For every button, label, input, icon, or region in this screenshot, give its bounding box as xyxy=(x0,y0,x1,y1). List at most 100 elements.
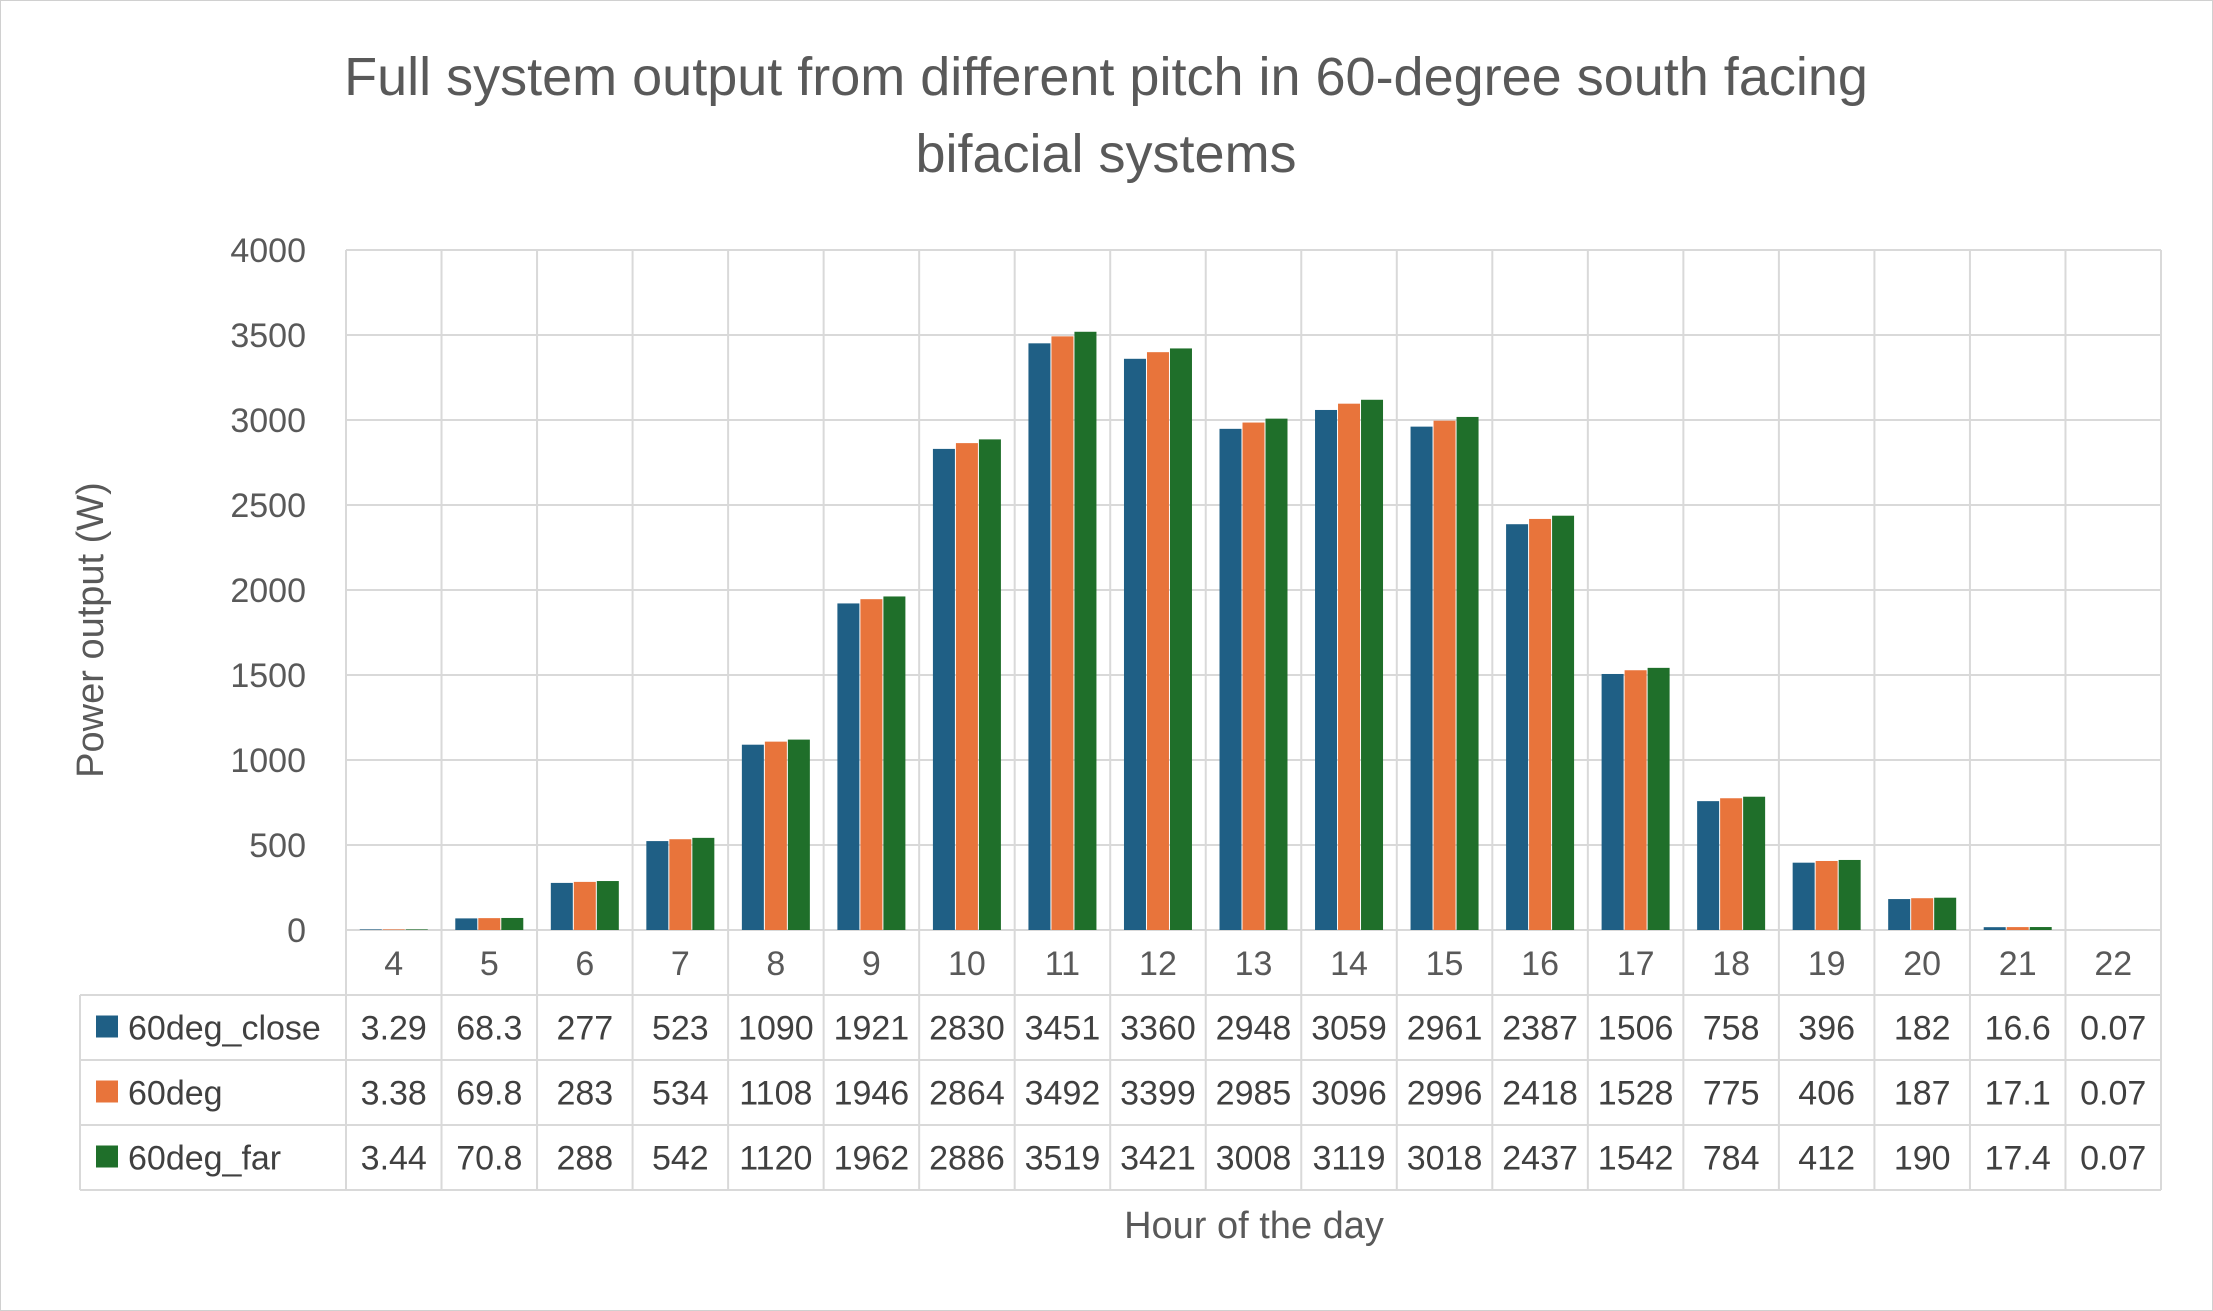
table-cell: 3119 xyxy=(1312,1140,1385,1178)
table-cell: 534 xyxy=(652,1075,709,1113)
table-cell: 283 xyxy=(556,1075,613,1113)
x-tick-label: 12 xyxy=(1139,945,1177,983)
table-cell: 1528 xyxy=(1598,1075,1674,1113)
y-tick-label: 0 xyxy=(287,912,306,950)
x-tick-label: 9 xyxy=(862,945,881,983)
table-cell: 3421 xyxy=(1120,1140,1196,1178)
x-tick-label: 21 xyxy=(1999,945,2037,983)
bar-60deg_far-21 xyxy=(2029,927,2052,930)
table-cell: 2985 xyxy=(1216,1075,1292,1113)
table-cell: 17.4 xyxy=(1985,1140,2051,1178)
x-tick-label: 8 xyxy=(766,945,785,983)
x-tick-label: 13 xyxy=(1235,945,1273,983)
table-cell: 1108 xyxy=(739,1075,812,1113)
bar-60deg_far-10 xyxy=(978,439,1001,930)
bar-60deg-15 xyxy=(1433,420,1456,930)
bar-60deg_far-6 xyxy=(596,881,619,930)
data-table: 4 5 6 7 8 9 10 11 12 13 14 15 16 17 18 19 20 21 22 60deg_cl… xyxy=(96,945,2146,1178)
table-cell: 3.29 xyxy=(361,1010,427,1048)
bar-60deg-16 xyxy=(1529,518,1552,930)
table-cell: 2886 xyxy=(929,1140,1005,1178)
table-cell: 0.07 xyxy=(2080,1140,2146,1178)
bar-60deg_far-20 xyxy=(1934,897,1957,930)
table-cell: 2996 xyxy=(1407,1075,1483,1113)
x-tick-label: 15 xyxy=(1426,945,1464,983)
table-cell: 2418 xyxy=(1502,1075,1578,1113)
bar-60deg-21 xyxy=(2006,927,2029,930)
table-cell: 2961 xyxy=(1407,1010,1483,1048)
bar-60deg_close-8 xyxy=(741,744,764,930)
x-tick-label: 18 xyxy=(1712,945,1750,983)
bar-60deg-6 xyxy=(573,881,596,930)
table-cell: 523 xyxy=(652,1010,709,1048)
y-tick-label: 2500 xyxy=(230,487,306,525)
bar-60deg_close-9 xyxy=(837,603,860,930)
legend-label: 60deg_far xyxy=(128,1140,281,1178)
bar-60deg_close-21 xyxy=(1983,927,2006,930)
x-tick-label: 11 xyxy=(1045,945,1080,983)
y-tick-label: 3000 xyxy=(230,402,306,440)
table-cell: 406 xyxy=(1798,1075,1855,1113)
bar-60deg_close-14 xyxy=(1315,409,1338,931)
y-tick-label: 500 xyxy=(249,827,306,865)
bar-60deg_close-6 xyxy=(550,882,573,930)
bar-60deg_close-18 xyxy=(1697,801,1720,930)
table-cell: 70.8 xyxy=(456,1140,522,1178)
y-tick-label: 2000 xyxy=(230,572,306,610)
x-tick-label: 7 xyxy=(671,945,690,983)
bar-60deg_far-12 xyxy=(1169,348,1192,930)
bar-60deg-20 xyxy=(1911,898,1934,930)
x-tick-label: 6 xyxy=(575,945,594,983)
x-tick-label: 16 xyxy=(1521,945,1559,983)
bar-60deg-12 xyxy=(1146,352,1169,930)
table-cell: 396 xyxy=(1798,1010,1855,1048)
table-cell: 3.44 xyxy=(361,1140,427,1178)
bar-60deg_close-15 xyxy=(1410,426,1433,930)
bar-60deg_far-17 xyxy=(1647,667,1670,930)
legend-key-60deg xyxy=(96,1080,118,1103)
gridlines xyxy=(79,249,2162,1191)
table-cell: 288 xyxy=(556,1140,613,1178)
y-tick-label: 1000 xyxy=(230,742,306,780)
x-tick-label: 22 xyxy=(2094,945,2132,983)
legend-key-60deg_close xyxy=(96,1015,118,1038)
table-cell: 182 xyxy=(1894,1010,1951,1048)
table-cell: 1921 xyxy=(834,1010,910,1048)
bar-60deg_close-19 xyxy=(1792,862,1815,930)
bar-60deg_far-9 xyxy=(883,596,906,930)
bar-60deg_far-5 xyxy=(501,917,524,930)
bar-60deg_close-11 xyxy=(1028,343,1051,931)
table-cell: 277 xyxy=(556,1010,613,1048)
table-cell: 3519 xyxy=(1025,1140,1101,1178)
bar-60deg-9 xyxy=(860,599,883,930)
x-tick-label: 17 xyxy=(1617,945,1655,983)
bars xyxy=(359,331,2148,931)
table-cell: 3059 xyxy=(1311,1010,1387,1048)
bar-60deg_close-13 xyxy=(1219,428,1242,930)
table-cell: 412 xyxy=(1798,1140,1855,1178)
chart-title-line-1: Full system output from different pitch … xyxy=(344,47,1868,107)
bar-60deg-5 xyxy=(478,918,501,930)
bar-60deg_far-19 xyxy=(1838,859,1861,930)
bar-60deg_far-15 xyxy=(1456,416,1479,930)
y-tick-label: 1500 xyxy=(230,657,306,695)
legend-label: 60deg_close xyxy=(128,1010,321,1048)
table-cell: 1120 xyxy=(739,1140,812,1178)
bar-60deg-8 xyxy=(764,741,787,930)
bar-60deg_far-13 xyxy=(1265,418,1288,930)
x-tick-label: 5 xyxy=(480,945,499,983)
table-cell: 69.8 xyxy=(456,1075,522,1113)
bar-60deg_close-5 xyxy=(455,918,478,930)
bar-60deg_far-11 xyxy=(1074,331,1097,930)
y-axis-title: Power output (W) xyxy=(70,482,112,778)
table-cell: 3.38 xyxy=(361,1075,427,1113)
bar-60deg_close-4 xyxy=(359,929,382,930)
table-cell: 190 xyxy=(1894,1140,1951,1178)
bar-60deg_close-20 xyxy=(1888,899,1911,930)
bar-60deg-4 xyxy=(382,929,405,930)
x-tick-label: 20 xyxy=(1903,945,1941,983)
table-cell: 2437 xyxy=(1502,1140,1578,1178)
table-cell: 17.1 xyxy=(1985,1075,2051,1113)
